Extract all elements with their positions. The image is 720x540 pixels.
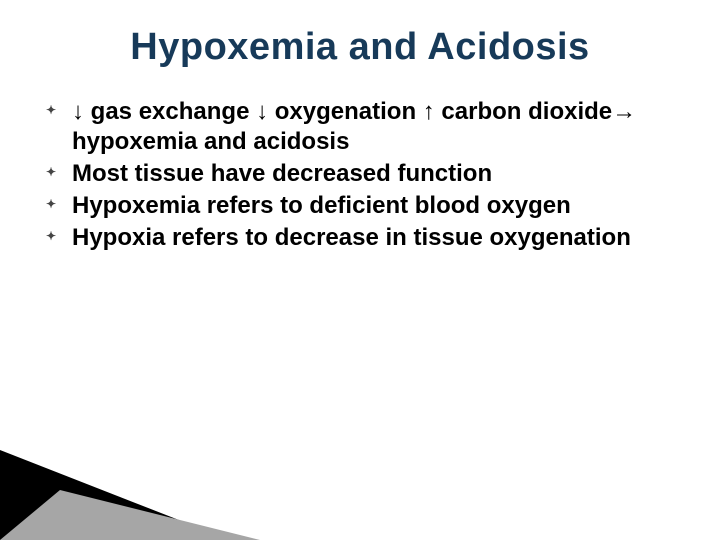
slide-title: Hypoxemia and Acidosis [40,26,680,69]
wedge-back-gray [0,490,180,540]
list-item: Hypoxemia refers to deficient blood oxyg… [46,191,680,221]
wedge-front-gray [0,490,260,540]
slide: Hypoxemia and Acidosis ↓ gas exchange ↓ … [0,0,720,540]
list-item: Most tissue have decreased function [46,159,680,189]
list-item: ↓ gas exchange ↓ oxygenation ↑ carbon di… [46,97,680,157]
list-item: Hypoxia refers to decrease in tissue oxy… [46,223,680,253]
corner-decoration [0,450,260,540]
bullet-list: ↓ gas exchange ↓ oxygenation ↑ carbon di… [40,97,680,253]
wedge-black [0,450,230,540]
